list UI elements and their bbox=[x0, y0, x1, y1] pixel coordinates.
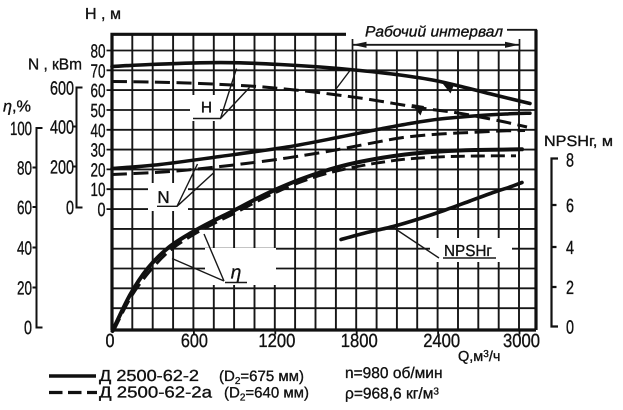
svg-text:Д 2500-62-2: Д 2500-62-2 bbox=[99, 368, 199, 385]
svg-text:80: 80 bbox=[91, 42, 106, 63]
svg-text:400: 400 bbox=[50, 118, 74, 139]
svg-text:70: 70 bbox=[91, 61, 106, 82]
svg-text:6: 6 bbox=[566, 196, 574, 217]
svg-text:0: 0 bbox=[106, 331, 115, 352]
svg-text:0: 0 bbox=[66, 198, 74, 219]
svg-text:30: 30 bbox=[91, 141, 106, 162]
svg-text:η: η bbox=[231, 263, 242, 284]
svg-text:20: 20 bbox=[91, 160, 106, 181]
svg-text:N: N bbox=[157, 188, 169, 207]
svg-text:80: 80 bbox=[17, 159, 32, 180]
svg-text:200: 200 bbox=[50, 158, 74, 179]
svg-text:NPSHг: NPSHг bbox=[444, 243, 492, 260]
svg-text:600: 600 bbox=[50, 79, 74, 100]
svg-text:4: 4 bbox=[566, 238, 574, 259]
svg-text:40: 40 bbox=[91, 121, 106, 142]
svg-text:0: 0 bbox=[566, 318, 574, 339]
svg-text:40: 40 bbox=[17, 239, 32, 260]
svg-text:20: 20 bbox=[17, 279, 32, 300]
svg-text:n=980 об/мин: n=980 об/мин bbox=[345, 365, 443, 382]
svg-text:0: 0 bbox=[98, 200, 106, 221]
svg-text:10: 10 bbox=[91, 180, 106, 201]
svg-text:Д 2500-62-2а: Д 2500-62-2а bbox=[99, 385, 212, 402]
svg-text:N , кВm: N , кВm bbox=[28, 57, 82, 74]
svg-text:Рабочий интервал: Рабочий интервал bbox=[365, 24, 504, 41]
svg-text:η,%: η,% bbox=[3, 99, 31, 116]
svg-text:(D2=640 мм): (D2=640 мм) bbox=[224, 385, 309, 404]
svg-text:ρ=968,6 кг/м3: ρ=968,6 кг/м3 bbox=[345, 386, 439, 403]
svg-text:NPSHг, м: NPSHг, м bbox=[544, 133, 613, 150]
svg-text:8: 8 bbox=[566, 151, 574, 172]
svg-text:1200: 1200 bbox=[258, 331, 295, 352]
svg-text:1800: 1800 bbox=[341, 331, 378, 352]
svg-text:2: 2 bbox=[566, 278, 574, 299]
svg-text:60: 60 bbox=[17, 198, 32, 219]
svg-text:3000: 3000 bbox=[503, 331, 540, 352]
svg-text:2400: 2400 bbox=[423, 331, 460, 352]
svg-text:Н , м: Н , м bbox=[85, 6, 121, 23]
svg-text:(D2=675 мм): (D2=675 мм) bbox=[219, 368, 304, 387]
svg-text:60: 60 bbox=[91, 81, 106, 102]
svg-text:100: 100 bbox=[10, 119, 32, 140]
svg-text:Q,м3/ч: Q,м3/ч bbox=[458, 349, 500, 365]
svg-text:Н: Н bbox=[201, 100, 212, 117]
svg-text:0: 0 bbox=[24, 318, 32, 339]
svg-text:600: 600 bbox=[181, 331, 208, 352]
svg-text:50: 50 bbox=[91, 101, 106, 122]
